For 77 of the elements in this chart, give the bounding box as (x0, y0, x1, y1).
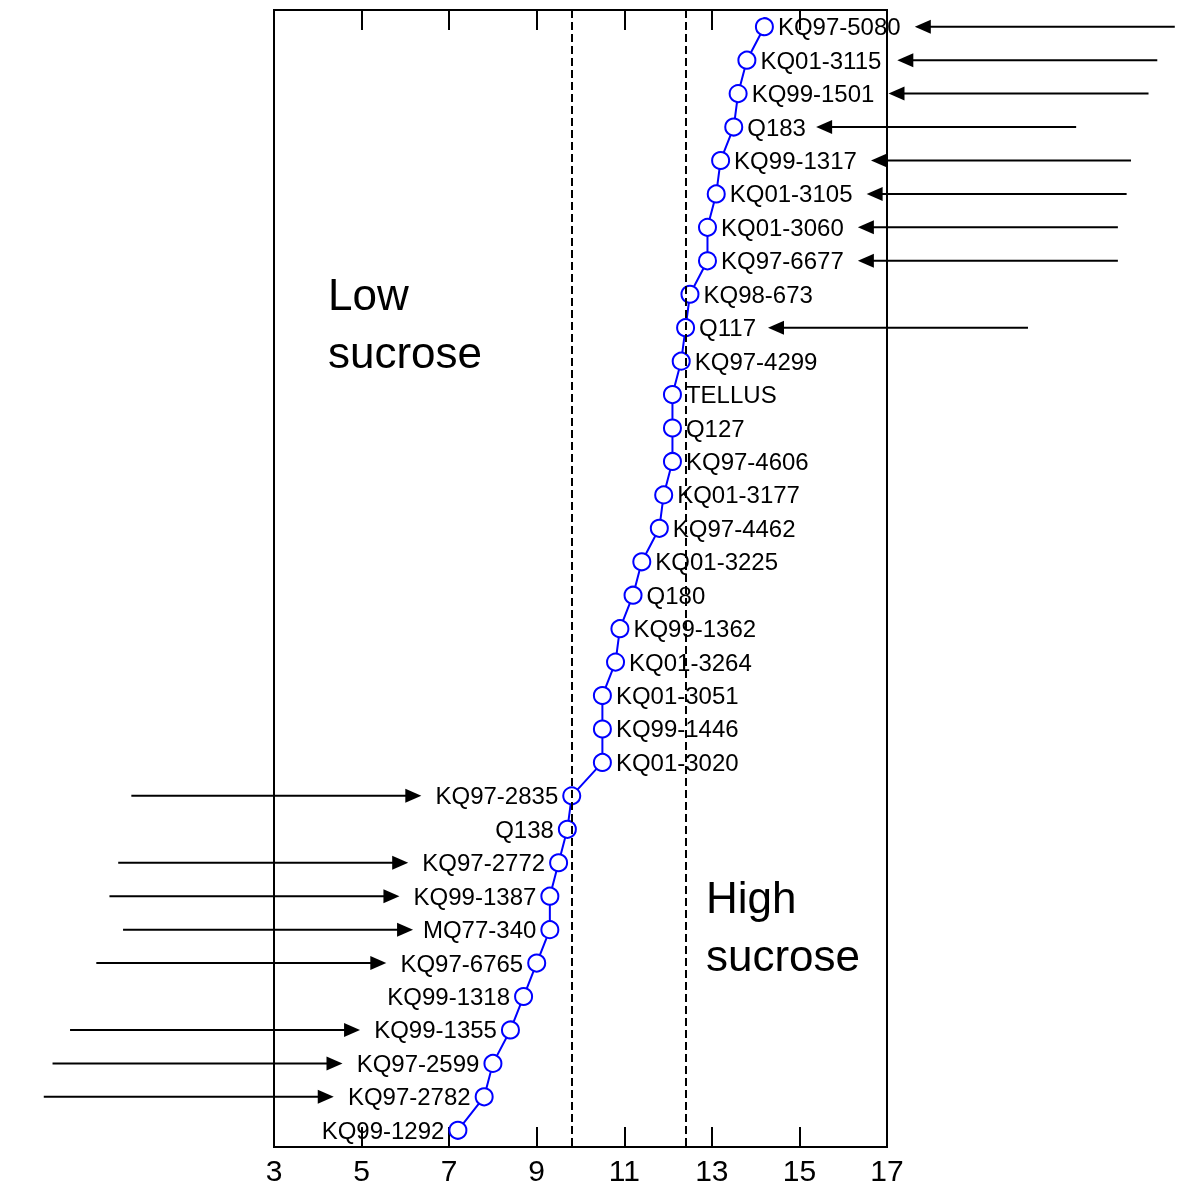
y-tick-label: KQ99-1317 (734, 146, 857, 174)
x-tick-label: 17 (870, 1153, 904, 1185)
y-tick-label: KQ99-1292 (321, 1116, 445, 1144)
point (540, 920, 560, 940)
point (662, 418, 682, 438)
y-tick-label: KQ97-2772 (422, 849, 546, 877)
point (724, 117, 744, 137)
x-tick-label: 13 (695, 1153, 729, 1185)
point (662, 451, 682, 471)
x-tick-label: 7 (440, 1153, 458, 1185)
y-tick-label: KQ99-1387 (413, 882, 537, 910)
y-tick-label: KQ01-3225 (655, 548, 779, 576)
y-tick-label: KQ97-2782 (347, 1083, 471, 1111)
point (649, 518, 669, 538)
x-tick-label: 15 (782, 1153, 817, 1185)
y-tick-label: Q183 (747, 113, 806, 141)
point (754, 17, 774, 37)
y-tick-label: Q127 (685, 414, 745, 442)
y-tick-label: KQ97-4606 (685, 447, 809, 475)
point (592, 752, 612, 772)
y-tick-label: KQ01-3105 (729, 180, 853, 208)
point (549, 853, 569, 873)
point (540, 886, 560, 906)
point (654, 485, 674, 505)
point (610, 619, 630, 639)
y-tick-label: KQ97-4462 (672, 514, 796, 542)
y-tick-label: TELLUS (685, 381, 777, 409)
y-tick-label: Q180 (646, 581, 706, 609)
point (592, 686, 612, 706)
point (606, 652, 626, 672)
y-tick-label: KQ01-3264 (629, 648, 752, 676)
point (706, 184, 726, 204)
y-tick-label: KQ99-1318 (387, 983, 511, 1011)
y-tick-label: KQ97-2835 (435, 782, 559, 810)
point (500, 1020, 520, 1040)
point (514, 987, 534, 1007)
point (711, 150, 731, 170)
point (632, 552, 652, 572)
point (623, 585, 643, 605)
x-tick-label: 5 (353, 1153, 370, 1185)
y-tick-label: Q138 (495, 815, 554, 843)
point (737, 50, 757, 70)
x-tick-label: 11 (608, 1153, 640, 1185)
point (527, 953, 547, 973)
point (448, 1120, 468, 1140)
y-tick-label: KQ01-3020 (615, 748, 739, 776)
point (557, 819, 577, 839)
point (474, 1087, 494, 1107)
annotation: Low sucrose (328, 269, 483, 377)
point (671, 351, 691, 371)
y-tick-label: Q117 (699, 314, 757, 342)
point (676, 318, 696, 338)
y-tick-label: MQ77-340 (422, 916, 537, 944)
y-tick-label: KQ01-3060 (720, 213, 844, 241)
y-tick-label: KQ97-6765 (400, 949, 524, 977)
point (728, 84, 748, 104)
x-tick-label: 9 (528, 1153, 546, 1185)
point (698, 217, 717, 237)
y-tick-label: KQ98-673 (703, 280, 813, 308)
point (483, 1053, 503, 1073)
y-tick-label: KQ01-3115 (760, 46, 882, 74)
y-tick-label: KQ01-3051 (615, 682, 739, 710)
y-tick-label: KQ01-3177 (677, 481, 800, 509)
point (662, 385, 682, 405)
y-tick-label: KQ99-1446 (615, 715, 739, 743)
point (698, 251, 717, 271)
point (680, 284, 700, 304)
y-tick-label: KQ99-1355 (374, 1016, 497, 1044)
y-tick-label: KQ99-1362 (633, 615, 757, 643)
y-tick-label: KQ97-6677 (720, 247, 844, 275)
point (562, 786, 582, 806)
point (592, 719, 612, 739)
y-tick-label: KQ97-4299 (694, 347, 818, 375)
annotation: High sucrose (706, 872, 861, 980)
y-tick-label: KQ97-2599 (356, 1049, 480, 1077)
y-tick-label: KQ99-1501 (751, 80, 875, 108)
x-tick-label: 3 (265, 1153, 283, 1185)
